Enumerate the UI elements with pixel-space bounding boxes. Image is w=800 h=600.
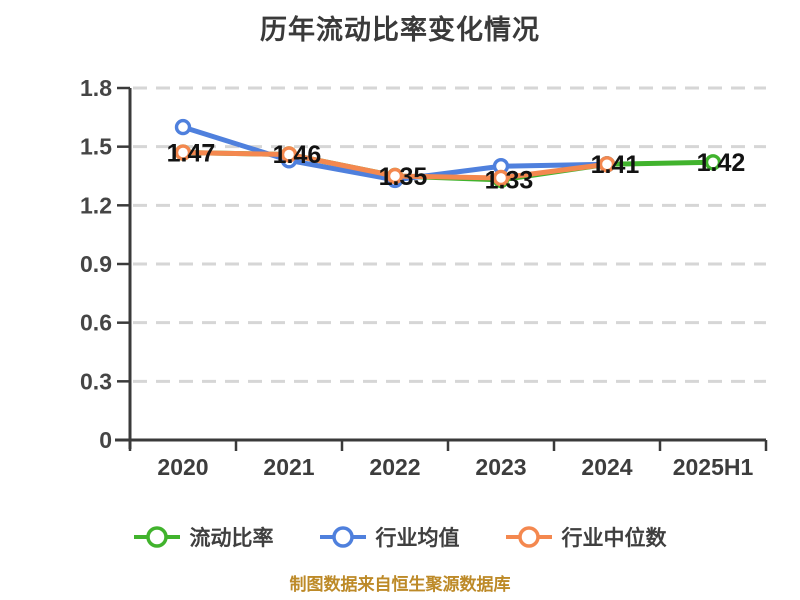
data-point-2-2024 bbox=[598, 156, 616, 173]
data-label: 1.46 bbox=[273, 141, 322, 169]
x-tick-label: 2023 bbox=[475, 454, 526, 480]
legend-marker-current-ratio bbox=[133, 526, 180, 548]
y-tick-label: 1.8 bbox=[80, 75, 112, 101]
legend-dot-icon bbox=[145, 526, 168, 548]
legend-dot-icon bbox=[331, 526, 354, 548]
y-tick-label: 0.6 bbox=[80, 310, 112, 336]
legend-item-current-ratio[interactable]: 流动比率 bbox=[133, 522, 274, 552]
legend-label-industry-median: 行业中位数 bbox=[561, 527, 667, 550]
x-tick-label: 2022 bbox=[369, 454, 420, 480]
y-tick-label: 0.3 bbox=[80, 368, 112, 394]
data-label: 1.42 bbox=[697, 149, 746, 177]
x-tick-label: 2021 bbox=[263, 454, 314, 480]
legend-marker-industry-mean bbox=[319, 526, 366, 548]
x-tick-label: 2024 bbox=[581, 454, 632, 480]
legend-label-industry-mean: 行业均值 bbox=[375, 527, 460, 550]
data-point-2-2022 bbox=[386, 167, 404, 185]
data-label: 1.35 bbox=[379, 163, 428, 191]
y-tick-label: 0 bbox=[99, 427, 112, 453]
x-tick-label: 2025H1 bbox=[673, 454, 754, 480]
x-tick-label: 2020 bbox=[157, 454, 208, 480]
data-point-2-2023 bbox=[492, 169, 510, 187]
legend-item-industry-median[interactable]: 行业中位数 bbox=[505, 522, 667, 552]
data-label: 1.33 bbox=[485, 167, 534, 195]
chart-legend: 流动比率 行业均值 行业中位数 bbox=[0, 518, 800, 556]
y-tick-label: 0.9 bbox=[80, 251, 112, 277]
data-point-1-2020 bbox=[174, 118, 192, 136]
data-label: 1.41 bbox=[591, 151, 640, 179]
data-point-2-2021 bbox=[280, 146, 298, 163]
legend-dot-icon bbox=[517, 526, 540, 548]
data-point-2-2020 bbox=[174, 144, 192, 161]
y-tick-label: 1.2 bbox=[80, 192, 112, 218]
data-point-0-2025H1 bbox=[704, 154, 722, 171]
legend-marker-industry-median bbox=[505, 526, 552, 548]
legend-item-industry-mean[interactable]: 行业均值 bbox=[319, 522, 460, 552]
y-tick-label: 1.5 bbox=[80, 134, 112, 160]
legend-label-current-ratio: 流动比率 bbox=[189, 527, 274, 550]
chart-title: 历年流动比率变化情况 bbox=[260, 15, 540, 45]
source-note: 制图数据来自恒生聚源数据库 bbox=[289, 575, 511, 594]
data-label: 1.47 bbox=[167, 139, 216, 167]
